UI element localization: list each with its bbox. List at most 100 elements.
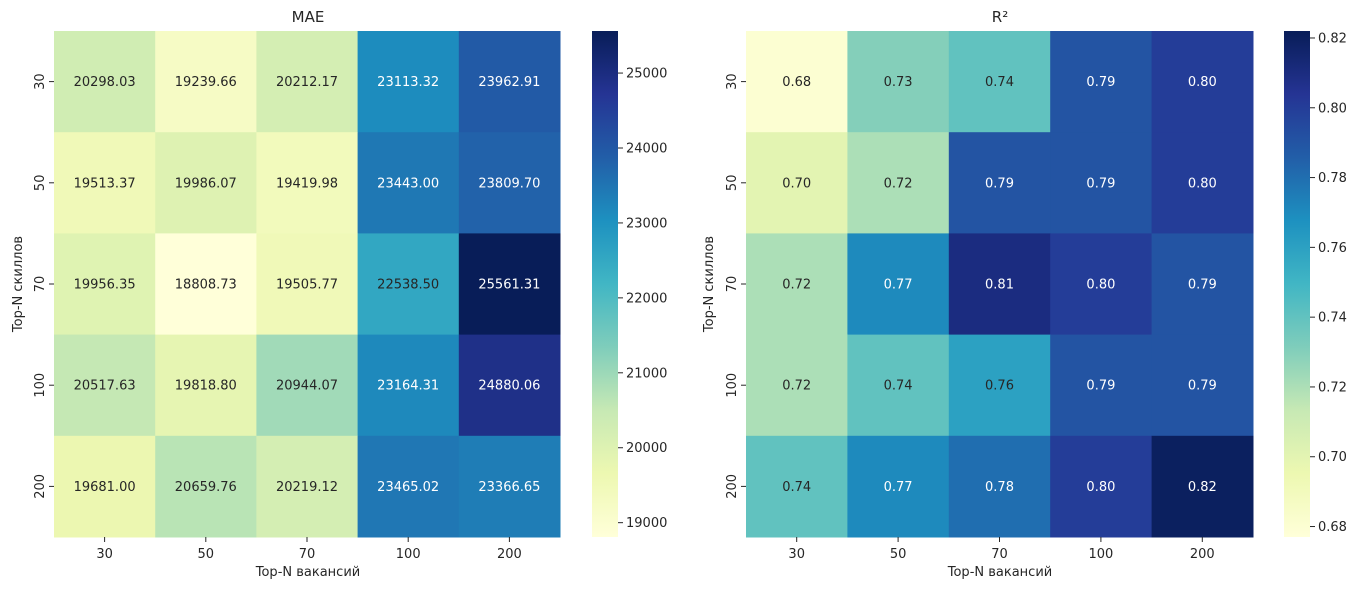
- heatmap-cell: [746, 31, 848, 133]
- cell-value-label: 0.79: [1188, 278, 1217, 293]
- heatmap-cell: [1050, 334, 1153, 437]
- heatmap-cell: [256, 31, 359, 133]
- colorbar-tick-label: 23000: [626, 216, 667, 231]
- heatmap-cell: [155, 334, 257, 437]
- colorbar: 0.68 0.70 0.72 0.74 0.76 0.78 0.80 0.82: [1284, 31, 1347, 537]
- cell-value-label: 20944.07: [276, 379, 338, 394]
- colorbar-tick-label: 20000: [626, 441, 667, 456]
- cell-value-label: 20219.12: [276, 480, 338, 495]
- cell-value-label: 23809.70: [478, 176, 540, 191]
- cell-value-label: 0.80: [1086, 278, 1115, 293]
- cell-value-label: 23366.65: [478, 480, 540, 495]
- x-axis-ticks: 30 50 70 100 200: [788, 537, 1215, 562]
- x-tick-label: 200: [497, 547, 522, 562]
- cell-value-label: 0.77: [884, 278, 913, 293]
- mae-heatmap-chart: MAE Top-N вакансий Top-N скиллов 20298.0…: [11, 8, 667, 580]
- heatmap-cell: [256, 233, 359, 336]
- y-axis-label: Top-N скиллов: [702, 236, 717, 333]
- cell-value-label: 19419.98: [276, 176, 338, 191]
- heatmap-cell: [54, 334, 156, 437]
- y-tick-label: 70: [33, 276, 48, 293]
- cell-value-label: 0.74: [884, 379, 913, 394]
- heatmap-cell: [746, 233, 848, 336]
- y-tick-label: 200: [33, 474, 48, 499]
- y-axis-ticks: 30 50 70 100 200: [725, 73, 746, 499]
- cell-value-label: 20212.17: [276, 75, 338, 90]
- y-tick-label: 50: [725, 175, 740, 192]
- cell-value-label: 20517.63: [74, 379, 136, 394]
- heatmap-cell: [357, 334, 460, 437]
- heatmap-cell: [1151, 31, 1254, 133]
- x-axis-ticks: 30 50 70 100 200: [96, 537, 522, 562]
- heatmap-cell: [357, 233, 460, 336]
- heatmap-cell: [746, 435, 848, 538]
- cell-value-label: 18808.73: [175, 278, 237, 293]
- heatmap-cell: [847, 31, 950, 133]
- cell-value-label: 0.79: [1086, 379, 1115, 394]
- heatmap-cell: [256, 435, 359, 538]
- cell-value-label: 0.68: [782, 75, 811, 90]
- cell-value-label: 19513.37: [74, 176, 136, 191]
- heatmap-cell: [948, 31, 1051, 133]
- heatmap-cell: [847, 334, 950, 437]
- colorbar-tick-label: 0.82: [1318, 31, 1347, 46]
- heatmap-cell: [155, 435, 257, 538]
- heatmap-cell: [458, 435, 561, 538]
- colorbar-tick-label: 22000: [626, 291, 667, 306]
- x-tick-label: 70: [299, 547, 316, 562]
- colorbar-tick-label: 0.72: [1318, 380, 1347, 395]
- heatmap-cell: [357, 435, 460, 538]
- y-tick-label: 100: [725, 373, 740, 398]
- colorbar-tick-label: 0.68: [1318, 520, 1347, 535]
- y-axis-label: Top-N скиллов: [11, 236, 26, 333]
- heatmap-cells: 0.68 0.73 0.74 0.79 0.80 0.70 0.72 0.79 0.79 0.80…: [746, 31, 1254, 538]
- y-tick-label: 30: [725, 73, 740, 90]
- colorbar-tick-label: 0.80: [1318, 101, 1347, 116]
- y-tick-label: 100: [33, 373, 48, 398]
- cell-value-label: 0.70: [782, 176, 811, 191]
- cell-value-label: 0.76: [985, 379, 1014, 394]
- cell-value-label: 0.72: [884, 176, 913, 191]
- cell-value-label: 20659.76: [175, 480, 237, 495]
- x-tick-label: 30: [788, 547, 805, 562]
- cell-value-label: 0.72: [782, 379, 811, 394]
- x-tick-label: 70: [991, 547, 1008, 562]
- cell-value-label: 0.82: [1188, 480, 1217, 495]
- cell-value-label: 0.79: [1188, 379, 1217, 394]
- heatmap-cell: [1050, 233, 1153, 336]
- cell-value-label: 23962.91: [478, 75, 540, 90]
- colorbar-tick-label: 0.74: [1318, 311, 1347, 326]
- heatmap-cell: [155, 233, 257, 336]
- x-tick-label: 100: [396, 547, 421, 562]
- cell-value-label: 19956.35: [74, 278, 136, 293]
- x-axis-label: Top-N вакансий: [947, 565, 1052, 580]
- colorbar-tick-label: 21000: [626, 366, 667, 381]
- colorbar-tick-label: 0.78: [1318, 171, 1347, 186]
- cell-value-label: 0.72: [782, 278, 811, 293]
- x-tick-label: 50: [890, 547, 907, 562]
- cell-value-label: 0.78: [985, 480, 1014, 495]
- cell-value-label: 25561.31: [478, 278, 540, 293]
- heatmap-cell: [746, 334, 848, 437]
- chart-title: MAE: [292, 8, 325, 26]
- heatmap-cell: [458, 31, 561, 133]
- cell-value-label: 23164.31: [377, 379, 439, 394]
- heatmap-cell: [847, 435, 950, 538]
- x-tick-label: 100: [1088, 547, 1113, 562]
- cell-value-label: 0.79: [985, 176, 1014, 191]
- cell-value-label: 19681.00: [74, 480, 136, 495]
- cell-value-label: 0.80: [1086, 480, 1115, 495]
- cell-value-label: 0.77: [884, 480, 913, 495]
- x-axis-label: Top-N вакансий: [255, 565, 360, 580]
- heatmap-cells: 20298.03 19239.66 20212.17 23113.32 23962.91…: [54, 31, 561, 538]
- cell-value-label: 0.80: [1188, 176, 1217, 191]
- heatmap-cell: [256, 334, 359, 437]
- heatmap-cell: [847, 132, 950, 234]
- heatmap-cell: [155, 31, 257, 133]
- heatmap-cell: [1050, 435, 1153, 538]
- heatmap-cell: [54, 435, 156, 538]
- colorbar-tick-label: 24000: [626, 141, 667, 156]
- heatmap-cell: [948, 233, 1051, 336]
- cell-value-label: 23465.02: [377, 480, 439, 495]
- heatmap-cell: [1050, 31, 1153, 133]
